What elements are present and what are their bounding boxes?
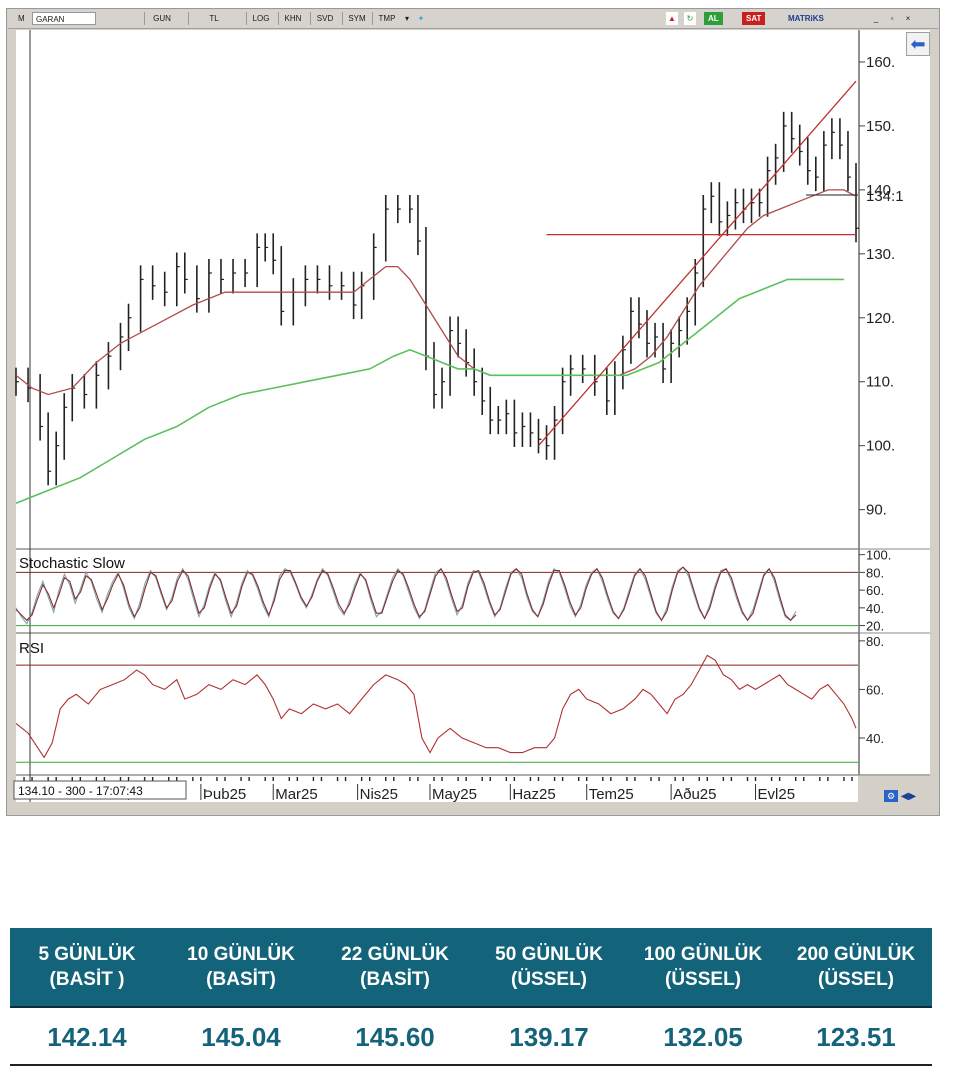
header-50: 50 GÜNLÜK (ÜSSEL): [495, 944, 603, 990]
tmp-button[interactable]: TMP: [372, 12, 401, 25]
month-label: Mar25: [275, 786, 318, 803]
month-label: Tem25: [589, 786, 634, 803]
rsi-title: RSI: [19, 640, 44, 657]
back-arrow-icon[interactable]: ⬅: [906, 32, 930, 56]
rsi-plot-area: [16, 634, 858, 774]
month-label: Aðu25: [673, 786, 716, 803]
rsi-axis-tick-label: 40.: [866, 731, 884, 746]
info-box: [13, 780, 187, 800]
symbol-field[interactable]: GARAN: [32, 12, 96, 25]
value-50: 139.17: [509, 1021, 589, 1052]
brand-logo: MATRiKS: [788, 14, 824, 23]
alert-icon[interactable]: ▲: [666, 12, 678, 25]
header-5: 5 GÜNLÜK (BASİT ): [38, 944, 136, 990]
price-chart: [15, 80, 859, 504]
value-10: 145.04: [201, 1021, 281, 1052]
price-axis-tick-label: 160.: [866, 54, 895, 71]
rsi-chart: [15, 654, 858, 763]
last-price-label: 134.1: [866, 188, 904, 205]
price-axis-tick-label: 130.: [866, 246, 895, 263]
refresh-icon[interactable]: ↻: [684, 12, 696, 25]
svd-button[interactable]: SVD: [310, 12, 339, 25]
stochastic-title: Stochastic Slow: [19, 555, 125, 572]
value-22: 145.60: [355, 1021, 435, 1052]
stochastic-axis-tick-label: 40.: [866, 601, 884, 616]
price-axis-tick-label: 90.: [866, 502, 887, 519]
rsi-line: [15, 654, 857, 759]
close-icon[interactable]: ×: [905, 14, 911, 23]
stochastic-axis-tick-label: 20.: [866, 619, 884, 634]
month-label: Haz25: [512, 786, 555, 803]
stochastic-chart: [15, 566, 858, 627]
scroll-right-icon[interactable]: ▶: [908, 791, 917, 802]
axes: 160. 150. 140. 130. 120. 110. 100. 90. 100. 80. 60…: [23, 54, 895, 803]
trend-line: [538, 80, 857, 447]
scroll-controls[interactable]: ⚙ ◀▶: [884, 790, 930, 806]
currency-button[interactable]: TL: [188, 12, 239, 25]
value-100: 132.05: [663, 1021, 743, 1052]
month-label: May25: [432, 786, 477, 803]
settings-icon[interactable]: ⚙: [884, 790, 898, 802]
toolbar-item-m[interactable]: M: [18, 14, 25, 23]
sell-button[interactable]: SAT: [742, 12, 766, 25]
price-axis-area: [860, 30, 930, 774]
minimize-icon[interactable]: _: [873, 14, 879, 23]
price-axis-tick-label: 120.: [866, 310, 895, 327]
value-200: 123.51: [816, 1021, 896, 1052]
month-label: Þub25: [203, 786, 246, 803]
right-toolbar: ⬅: [906, 32, 934, 82]
stochastic-plot-area: [16, 550, 858, 632]
khn-button[interactable]: KHN: [278, 12, 307, 25]
rsi-axis-tick-label: 60.: [866, 682, 884, 697]
value-5: 142.14: [47, 1021, 127, 1052]
stochastic-axis-tick-label: 80.: [866, 565, 884, 580]
scroll-left-icon[interactable]: ◀: [900, 791, 909, 802]
table-header: 5 GÜNLÜK (BASİT ) 10 GÜNLÜK (BASİT) 22 GÜN…: [10, 928, 932, 1008]
month-label: Nis25: [360, 786, 398, 803]
table-bottom-rule: [10, 1064, 932, 1066]
info-box-text: 134.10 - 300 - 17:07:43: [18, 784, 143, 798]
sym-button[interactable]: SYM: [342, 12, 371, 25]
stochastic-k-line: [15, 566, 797, 625]
period-button[interactable]: GUN: [144, 12, 179, 25]
ma-long-line: [15, 278, 844, 504]
header-22: 22 GÜNLÜK (BASİT): [341, 944, 449, 990]
price-axis-tick-label: 140.: [866, 182, 895, 199]
stochastic-d-line: [15, 566, 797, 622]
rsi-axis-tick-label: 80.: [866, 634, 884, 649]
moving-average-table: 5 GÜNLÜK (BASİT ) 10 GÜNLÜK (BASİT) 22 GÜN…: [10, 928, 932, 1070]
month-label: Evl25: [758, 786, 796, 803]
buy-button[interactable]: AL: [704, 12, 723, 25]
stochastic-axis-tick-label: 100.: [866, 548, 891, 563]
bird-icon[interactable]: ✦: [417, 14, 425, 23]
dropdown-icon[interactable]: ▾: [404, 14, 409, 23]
price-plot-area: [16, 30, 858, 548]
log-button[interactable]: LOG: [246, 12, 275, 25]
header-10: 10 GÜNLÜK (BASİT): [187, 944, 295, 990]
stochastic-axis-tick-label: 60.: [866, 583, 884, 598]
restore-icon[interactable]: ▫: [890, 14, 894, 23]
price-axis-tick-label: 100.: [866, 438, 895, 455]
header-200: 200 GÜNLÜK (ÜSSEL): [796, 944, 916, 990]
price-axis-tick-label: 110.: [866, 374, 894, 391]
chart-toolbar: M GARAN GUN TL LOG KHN SVD SYM TMP ▾ ✦ ▲…: [8, 10, 938, 29]
header-100: 100 GÜNLÜK (ÜSSEL): [643, 944, 763, 990]
price-axis-tick-label: 150.: [866, 118, 895, 135]
